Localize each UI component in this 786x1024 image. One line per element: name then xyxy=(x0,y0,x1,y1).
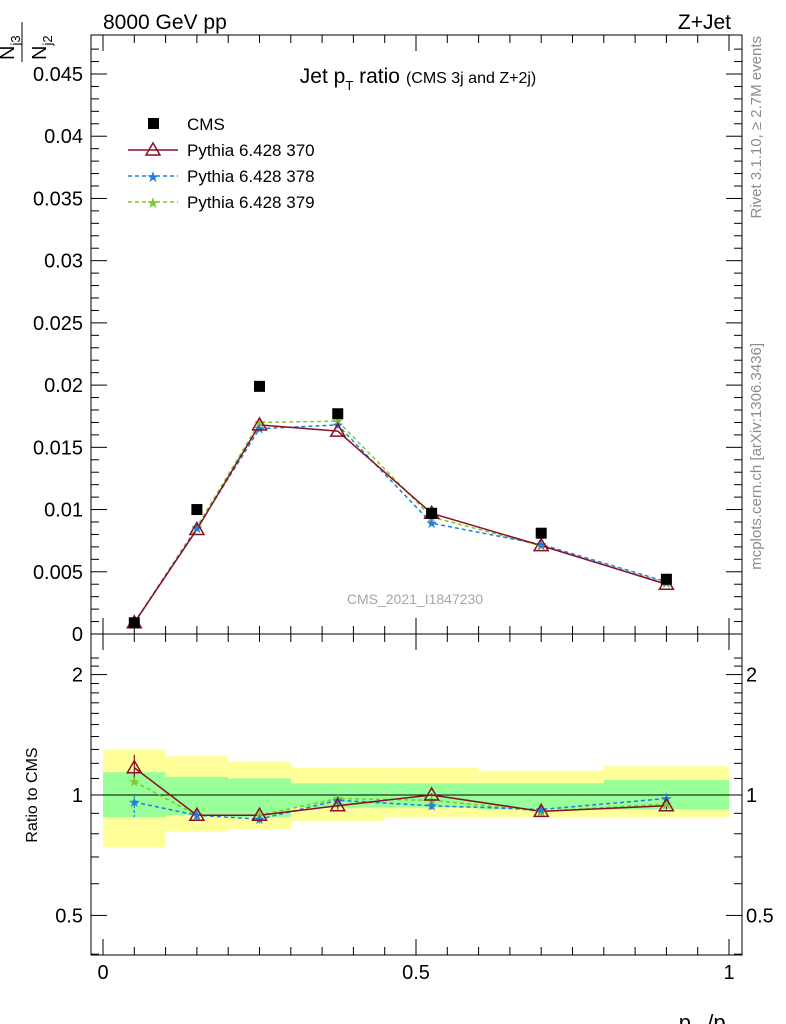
ylabel-den-n: N xyxy=(29,46,51,60)
ratio-point-379: ★ xyxy=(660,796,673,812)
ratio-y-tick-label-right: 0.5 xyxy=(746,905,774,927)
main-line-370 xyxy=(133,424,667,624)
ratio-point-378: ★ xyxy=(425,798,438,814)
main-point-370 xyxy=(188,520,206,536)
ratio-y-tick-label-right: 1 xyxy=(746,785,757,807)
main-y-tick-label: 0.005 xyxy=(33,562,83,584)
main-point-cms xyxy=(660,573,672,585)
legend-label-378: Pythia 6.428 378 xyxy=(187,167,315,186)
x-axis-label: pT3/pT2 xyxy=(679,1010,743,1024)
ratio-point-378: ★ xyxy=(535,801,548,817)
plot-title: Jet pT ratio (CMS 3j and Z+2j) xyxy=(300,65,536,93)
main-y-tick-label: 0.04 xyxy=(44,126,83,148)
legend-label-cms: CMS xyxy=(187,115,225,134)
legend-marker-379: ★ xyxy=(146,195,159,212)
main-y-tick-label: 0.045 xyxy=(33,64,83,86)
main-point-378: ★ xyxy=(425,515,438,531)
ratio-point-370 xyxy=(251,806,268,821)
ratio-point-379: ★ xyxy=(535,803,548,819)
ratio-point-378: ★ xyxy=(191,807,204,823)
legend-item-370: Pythia 6.428 370 xyxy=(128,141,315,160)
main-point-370 xyxy=(532,537,550,552)
x-tick-label: 0.5 xyxy=(402,962,430,984)
ratio-frame xyxy=(90,633,743,956)
main-point-cms xyxy=(332,408,344,420)
ylabel-den-sub: j2 xyxy=(40,35,55,46)
legend-label-379: Pythia 6.428 379 xyxy=(187,193,315,212)
ratio-point-379: ★ xyxy=(191,807,204,823)
legend-label-370: Pythia 6.428 370 xyxy=(187,141,315,160)
main-point-cms xyxy=(254,380,265,392)
ylabel-num-sub: j3 xyxy=(8,35,23,46)
header-left: 8000 GeV pp xyxy=(103,11,227,34)
ratio-point-370 xyxy=(329,797,347,812)
ratio-y-tick-label: 1 xyxy=(72,785,83,807)
svg-text:Nj3: Nj3 xyxy=(0,35,23,60)
main-point-cms xyxy=(191,504,203,516)
legend-item-cms: CMS xyxy=(148,115,225,134)
main-y-tick-label: 0 xyxy=(72,624,83,646)
side-mcplots: mcplots.cern.ch [arXiv:1306.3436] xyxy=(748,343,765,570)
ratio-panel: 0.5 0.51 12 20 0.5 1 ★★ ★★ ★★ ★★★ ★★ ★ ★★ xyxy=(55,633,774,984)
main-point-378: ★ xyxy=(535,536,548,552)
main-y-tick-label: 0.03 xyxy=(44,251,83,273)
x-tick-label: 0 xyxy=(97,962,108,984)
main-y-tick-label: 0.025 xyxy=(33,313,83,335)
ratio-point-378: ★ xyxy=(253,811,266,827)
main-point-379: ★ xyxy=(535,538,548,554)
legend-item-379: ★ Pythia 6.428 379 xyxy=(128,193,315,212)
header-right: Z+Jet xyxy=(678,11,731,34)
main-point-cms xyxy=(128,617,140,629)
main-point-370 xyxy=(251,416,268,431)
side-rivet: Rivet 3.1.10, ≥ 2.7M events xyxy=(748,36,765,219)
ratio-point-379: ★ xyxy=(253,807,266,823)
main-y-label: Nj3 Nj2 xyxy=(0,22,55,62)
ratio-y-label: Ratio to CMS xyxy=(24,747,41,842)
legend-marker-370 xyxy=(144,141,162,156)
main-point-378: ★ xyxy=(253,421,266,437)
main-point-370 xyxy=(329,422,347,437)
main-point-379: ★ xyxy=(191,519,204,535)
main-y-tick-label: 0.035 xyxy=(33,188,83,210)
main-point-cms xyxy=(535,527,547,539)
x-tick-label: 1 xyxy=(723,962,734,984)
legend-item-378: ★ Pythia 6.428 378 xyxy=(128,167,315,186)
ratio-point-370 xyxy=(532,802,550,818)
main-y-tick-label: 0.02 xyxy=(44,375,83,397)
main-y-tick-label: 0.01 xyxy=(44,500,83,522)
ratio-y-tick-label: 2 xyxy=(72,665,83,687)
ratio-point-370 xyxy=(423,786,440,801)
main-y-tick-label: 0.015 xyxy=(33,437,83,459)
main-point-379: ★ xyxy=(253,414,266,430)
ylabel-num-n: N xyxy=(0,46,19,60)
legend-marker-cms xyxy=(148,118,159,129)
legend: CMS Pythia 6.428 370 ★ Pythia 6.428 378 … xyxy=(128,115,315,212)
legend-marker-378: ★ xyxy=(146,169,159,186)
ratio-y-tick-label: 0.5 xyxy=(55,905,83,927)
ratio-y-tick-label-right: 2 xyxy=(746,665,757,687)
ratio-point-370 xyxy=(125,759,143,774)
main-panel: 0 0.005 0.01 0.015 0.02 0.025 0.03 0.035 0.04 0.0… xyxy=(33,34,743,646)
ratio-point-370 xyxy=(188,806,206,821)
ratio-point-370 xyxy=(658,797,675,812)
ratio-point-379: ★ xyxy=(128,774,141,790)
ratio-point-378: ★ xyxy=(128,794,141,810)
main-point-cms xyxy=(426,507,438,519)
svg-text:Nj2: Nj2 xyxy=(29,35,55,60)
main-point-378: ★ xyxy=(191,520,204,536)
watermark: CMS_2021_I1847230 xyxy=(347,591,483,607)
